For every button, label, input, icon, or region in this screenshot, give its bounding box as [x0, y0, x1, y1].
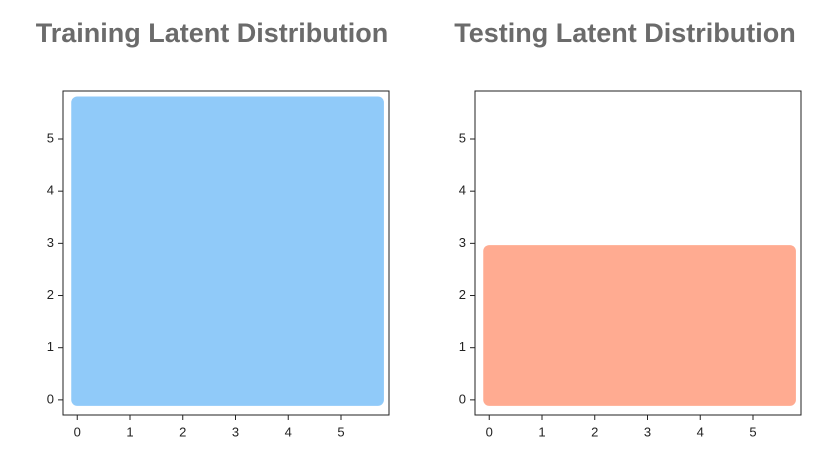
- x-tick-label: 2: [591, 424, 598, 439]
- x-tick-label: 5: [749, 424, 756, 439]
- plot-frame: [474, 90, 802, 416]
- x-tick-label: 5: [337, 424, 344, 439]
- x-tick-label: 4: [285, 424, 292, 439]
- x-tick-label: 1: [126, 424, 133, 439]
- y-tick-label: 5: [47, 130, 54, 145]
- y-tick-label: 0: [47, 391, 54, 406]
- x-tick-label: 3: [232, 424, 239, 439]
- y-tick-label: 2: [47, 287, 54, 302]
- plot-frame: [62, 90, 390, 416]
- y-tick-label: 4: [459, 183, 466, 198]
- x-tick-label: 3: [644, 424, 651, 439]
- x-tick-label: 1: [538, 424, 545, 439]
- region: [483, 245, 796, 406]
- y-tick-label: 1: [47, 339, 54, 354]
- y-tick-label: 2: [459, 287, 466, 302]
- x-tick-label: 2: [179, 424, 186, 439]
- y-tick-label: 0: [459, 391, 466, 406]
- y-tick-label: 4: [47, 183, 54, 198]
- x-tick-label: 0: [74, 424, 81, 439]
- y-tick-label: 3: [47, 235, 54, 250]
- y-tick-label: 3: [459, 235, 466, 250]
- chart-title: Training Latent Distribution: [36, 18, 389, 48]
- chart-title: Testing Latent Distribution: [454, 18, 795, 48]
- y-tick-label: 5: [459, 130, 466, 145]
- y-tick-label: 1: [459, 339, 466, 354]
- x-tick-label: 0: [486, 424, 493, 439]
- x-tick-label: 4: [697, 424, 704, 439]
- region: [71, 96, 384, 406]
